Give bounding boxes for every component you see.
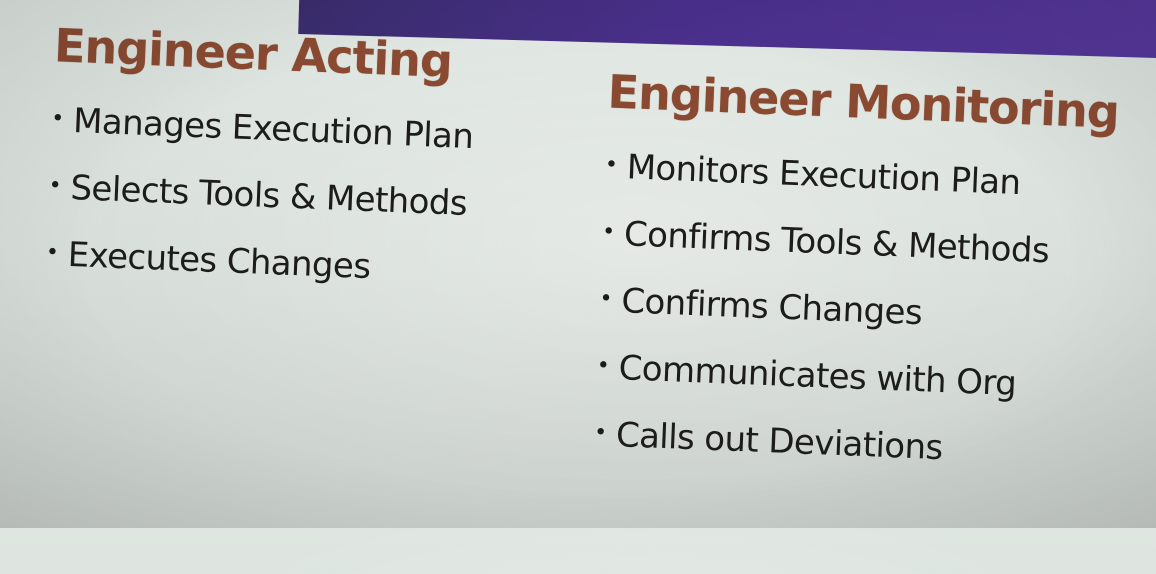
bullet-icon: • [604, 152, 618, 178]
bullet-icon: • [50, 106, 65, 132]
engineer-acting-heading: Engineer Acting [53, 18, 454, 89]
list-item-text: Confirms Tools & Methods [623, 214, 1050, 272]
bullet-icon: • [45, 240, 59, 266]
list-item-text: Confirms Changes [620, 281, 923, 334]
engineer-monitoring-heading: Engineer Monitoring [606, 64, 1120, 139]
list-item-text: Monitors Execution Plan [625, 147, 1022, 204]
engineer-acting-column: Engineer Acting • Manages Execution Plan … [45, 18, 575, 308]
engineer-monitoring-column: Engineer Monitoring • Monitors Execution … [593, 64, 1139, 488]
bullet-icon: • [596, 353, 610, 379]
list-item-text: Communicates with Org [617, 348, 1017, 405]
list-item-text: Selects Tools & Methods [69, 167, 468, 224]
list-item-text: Executes Changes [67, 234, 372, 288]
engineer-monitoring-list: • Monitors Execution Plan • Confirms Tools… [593, 132, 1136, 488]
bullet-icon: • [593, 420, 607, 446]
list-item-text: Manages Execution Plan [72, 101, 475, 158]
bullet-icon: • [598, 286, 613, 312]
list-item-text: Calls out Deviations [615, 415, 944, 469]
bullet-icon: • [48, 173, 62, 199]
bullet-icon: • [601, 219, 616, 245]
engineer-acting-list: • Manages Execution Plan • Selects Tools &… [45, 86, 573, 308]
